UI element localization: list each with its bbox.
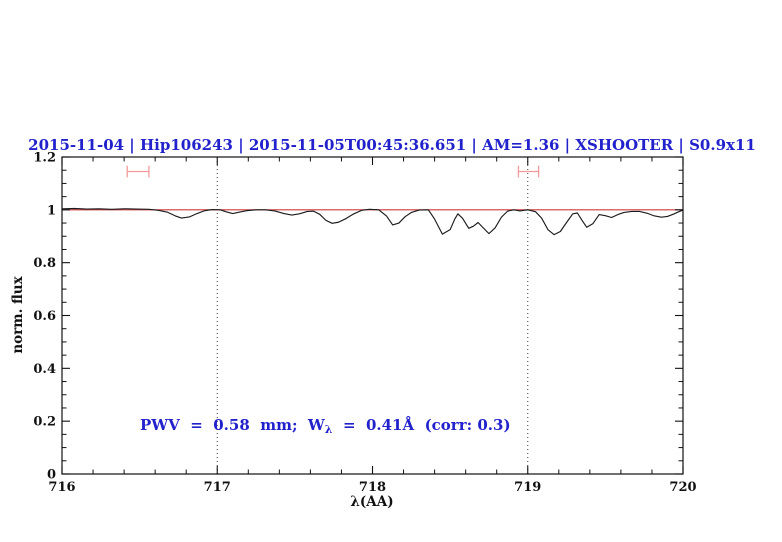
observed-spectrum-line bbox=[61, 207, 684, 236]
plot-generated-underlay bbox=[61, 157, 684, 474]
y-tick-label: 0.4 bbox=[33, 362, 56, 377]
pwv-annotation-lambda-subscript: λ bbox=[325, 423, 333, 436]
pwv-annotation: PWV = 0.58 mm; Wλ = 0.41Å (corr: 0.3) bbox=[140, 416, 511, 436]
plot-generated-overlay: 716 717 718 719 720 0 0.2 0.4 0.6 0.8 1 1.2 bbox=[33, 151, 696, 496]
y-tick-label: 1 bbox=[47, 203, 56, 218]
telluric-band-marker-right bbox=[517, 165, 540, 178]
y-tick-label: 0.2 bbox=[33, 415, 56, 430]
y-tick-label: 1.2 bbox=[33, 151, 56, 166]
x-tick-label: 718 bbox=[359, 480, 386, 495]
x-tick-label: 720 bbox=[669, 480, 696, 495]
plot-title: 2015-11-04 | Hip106243 | 2015-11-05T00:4… bbox=[28, 136, 756, 154]
x-tick-label: 719 bbox=[514, 480, 541, 495]
x-axis-label: λ(AA) bbox=[350, 494, 393, 510]
y-tick-label: 0.6 bbox=[33, 309, 56, 324]
pwv-annotation-suffix: = 0.41Å (corr: 0.3) bbox=[333, 416, 511, 434]
y-tick-label: 0.8 bbox=[33, 256, 56, 271]
telluric-band-marker-left bbox=[126, 165, 150, 178]
x-tick-label: 717 bbox=[204, 480, 231, 495]
x-tick-label: 716 bbox=[48, 480, 75, 495]
y-axis-label: norm. flux bbox=[10, 275, 26, 353]
pwv-annotation-prefix: PWV = 0.58 mm; W bbox=[140, 416, 326, 434]
y-tick-label: 0 bbox=[47, 468, 56, 483]
